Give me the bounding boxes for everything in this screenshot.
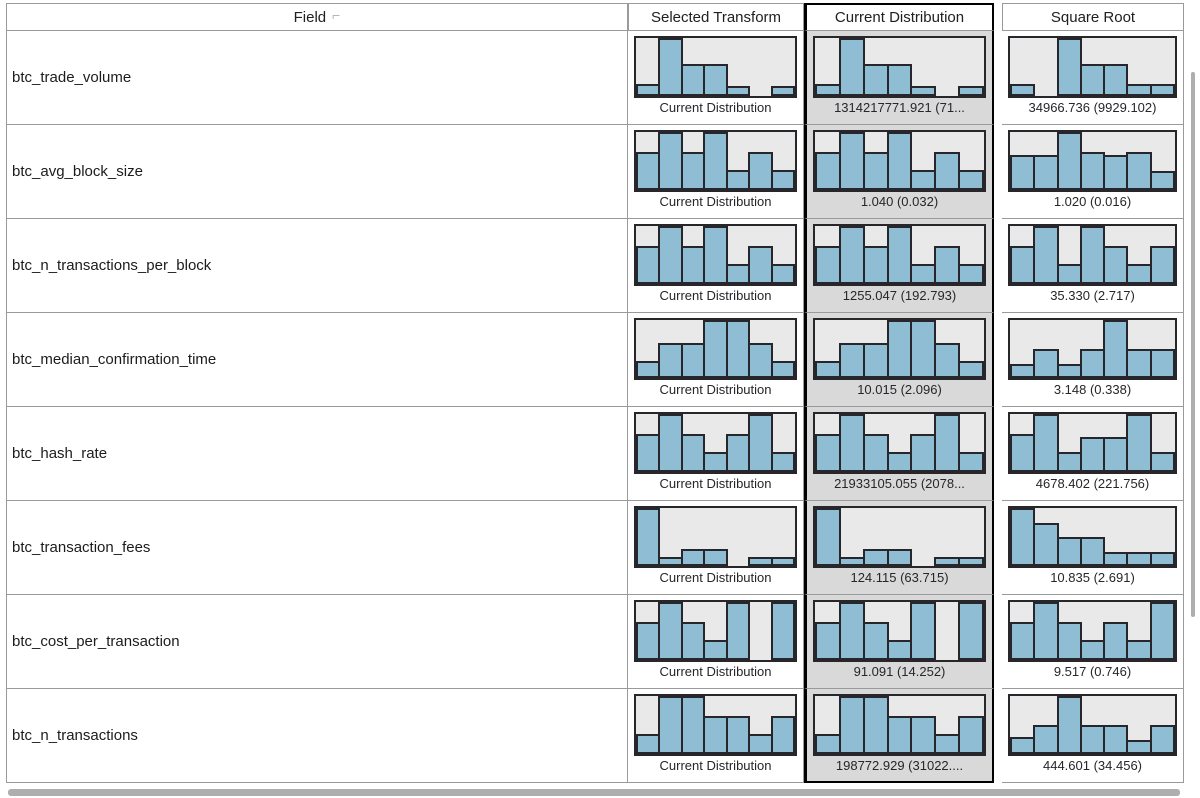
field-name: btc_trade_volume xyxy=(6,31,628,125)
histogram-thumbnail xyxy=(634,506,797,568)
square-root-cell[interactable]: 1.020 (0.016) xyxy=(1002,125,1184,219)
histogram-thumbnail xyxy=(634,600,797,662)
histogram-label: Current Distribution xyxy=(659,758,772,773)
square-root-cell[interactable]: 34966.736 (9929.102) xyxy=(1002,31,1184,125)
histogram-thumbnail xyxy=(813,600,986,662)
histogram-label: Current Distribution xyxy=(659,570,772,585)
column-header-square-root[interactable]: Square Root xyxy=(1002,3,1184,31)
histogram-label: 4678.402 (221.756) xyxy=(1035,476,1150,491)
selected-transform-cell[interactable]: Current Distribution xyxy=(628,595,804,689)
histogram-label: 198772.929 (31022.... xyxy=(835,758,964,773)
column-gap xyxy=(994,31,1002,125)
histogram-thumbnail xyxy=(813,506,986,568)
square-root-cell[interactable]: 444.601 (34.456) xyxy=(1002,689,1184,783)
histogram-thumbnail xyxy=(634,130,797,192)
column-gap xyxy=(994,219,1002,313)
histogram-thumbnail xyxy=(1008,224,1177,286)
histogram-thumbnail xyxy=(634,224,797,286)
histogram-label: 91.091 (14.252) xyxy=(853,664,946,679)
sort-icon: ⌐ xyxy=(332,7,341,23)
column-gap xyxy=(994,3,1002,31)
selected-transform-cell[interactable]: Current Distribution xyxy=(628,407,804,501)
field-name: btc_transaction_fees xyxy=(6,501,628,595)
field-name: btc_cost_per_transaction xyxy=(6,595,628,689)
square-root-cell[interactable]: 3.148 (0.338) xyxy=(1002,313,1184,407)
histogram-thumbnail xyxy=(1008,36,1177,98)
current-distribution-cell[interactable]: 10.015 (2.096) xyxy=(804,313,994,407)
histogram-thumbnail xyxy=(813,412,986,474)
current-distribution-cell[interactable]: 1255.047 (192.793) xyxy=(804,219,994,313)
histogram-thumbnail xyxy=(813,130,986,192)
histogram-label: Current Distribution xyxy=(659,194,772,209)
column-gap xyxy=(994,501,1002,595)
field-name: btc_avg_block_size xyxy=(6,125,628,219)
square-root-cell[interactable]: 35.330 (2.717) xyxy=(1002,219,1184,313)
histogram-label: 1.020 (0.016) xyxy=(1053,194,1132,209)
histogram-label: 35.330 (2.717) xyxy=(1050,288,1135,303)
histogram-label: Current Distribution xyxy=(659,288,772,303)
column-header-selected-transform[interactable]: Selected Transform xyxy=(628,3,804,31)
histogram-label: 10.015 (2.096) xyxy=(857,382,942,397)
histogram-thumbnail xyxy=(813,318,986,380)
column-gap xyxy=(994,125,1002,219)
histogram-label: 1.040 (0.032) xyxy=(860,194,939,209)
histogram-thumbnail xyxy=(634,412,797,474)
field-name: btc_hash_rate xyxy=(6,407,628,501)
column-gap xyxy=(994,595,1002,689)
histogram-thumbnail xyxy=(634,318,797,380)
histogram-label: 124.115 (63.715) xyxy=(850,570,949,585)
current-distribution-cell[interactable]: 91.091 (14.252) xyxy=(804,595,994,689)
histogram-label: Current Distribution xyxy=(659,664,772,679)
vertical-scrollbar-thumb[interactable] xyxy=(1191,72,1195,617)
histogram-label: 1314217771.921 (71... xyxy=(834,100,965,115)
current-distribution-cell[interactable]: 21933105.055 (2078... xyxy=(804,407,994,501)
current-distribution-cell[interactable]: 124.115 (63.715) xyxy=(804,501,994,595)
histogram-label: Current Distribution xyxy=(659,476,772,491)
histogram-label: 10.835 (2.691) xyxy=(1050,570,1135,585)
selected-transform-cell[interactable]: Current Distribution xyxy=(628,501,804,595)
current-distribution-cell[interactable]: 198772.929 (31022.... xyxy=(804,689,994,783)
histogram-thumbnail xyxy=(813,694,986,756)
selected-transform-cell[interactable]: Current Distribution xyxy=(628,219,804,313)
column-header-current-distribution[interactable]: Current Distribution xyxy=(804,3,994,31)
field-name: btc_n_transactions_per_block xyxy=(6,219,628,313)
selected-transform-cell[interactable]: Current Distribution xyxy=(628,689,804,783)
current-distribution-cell[interactable]: 1.040 (0.032) xyxy=(804,125,994,219)
histogram-label: Current Distribution xyxy=(659,382,772,397)
histogram-thumbnail xyxy=(1008,412,1177,474)
square-root-cell[interactable]: 10.835 (2.691) xyxy=(1002,501,1184,595)
column-gap xyxy=(994,407,1002,501)
histogram-thumbnail xyxy=(813,224,986,286)
transform-table: Field ⌐ Selected Transform Current Distr… xyxy=(6,3,1184,783)
histogram-label: 3.148 (0.338) xyxy=(1053,382,1132,397)
histogram-label: 444.601 (34.456) xyxy=(1042,758,1143,773)
histogram-thumbnail xyxy=(1008,318,1177,380)
horizontal-scrollbar-thumb[interactable] xyxy=(8,789,1180,796)
square-root-cell[interactable]: 4678.402 (221.756) xyxy=(1002,407,1184,501)
histogram-label: 34966.736 (9929.102) xyxy=(1028,100,1157,115)
field-name: btc_n_transactions xyxy=(6,689,628,783)
selected-transform-cell[interactable]: Current Distribution xyxy=(628,31,804,125)
histogram-label: 1255.047 (192.793) xyxy=(842,288,957,303)
selected-transform-cell[interactable]: Current Distribution xyxy=(628,125,804,219)
histogram-thumbnail xyxy=(1008,694,1177,756)
histogram-thumbnail xyxy=(1008,130,1177,192)
histogram-label: 9.517 (0.746) xyxy=(1053,664,1132,679)
column-gap xyxy=(994,313,1002,407)
histogram-label: 21933105.055 (2078... xyxy=(834,476,965,491)
field-header-label: Field xyxy=(293,8,327,26)
histogram-thumbnail xyxy=(813,36,986,98)
histogram-label: Current Distribution xyxy=(659,100,772,115)
histogram-thumbnail xyxy=(1008,506,1177,568)
histogram-thumbnail xyxy=(1008,600,1177,662)
square-root-cell[interactable]: 9.517 (0.746) xyxy=(1002,595,1184,689)
selected-transform-cell[interactable]: Current Distribution xyxy=(628,313,804,407)
column-gap xyxy=(994,689,1002,783)
column-header-field[interactable]: Field ⌐ xyxy=(6,3,628,31)
field-name: btc_median_confirmation_time xyxy=(6,313,628,407)
histogram-thumbnail xyxy=(634,36,797,98)
histogram-thumbnail xyxy=(634,694,797,756)
current-distribution-cell[interactable]: 1314217771.921 (71... xyxy=(804,31,994,125)
